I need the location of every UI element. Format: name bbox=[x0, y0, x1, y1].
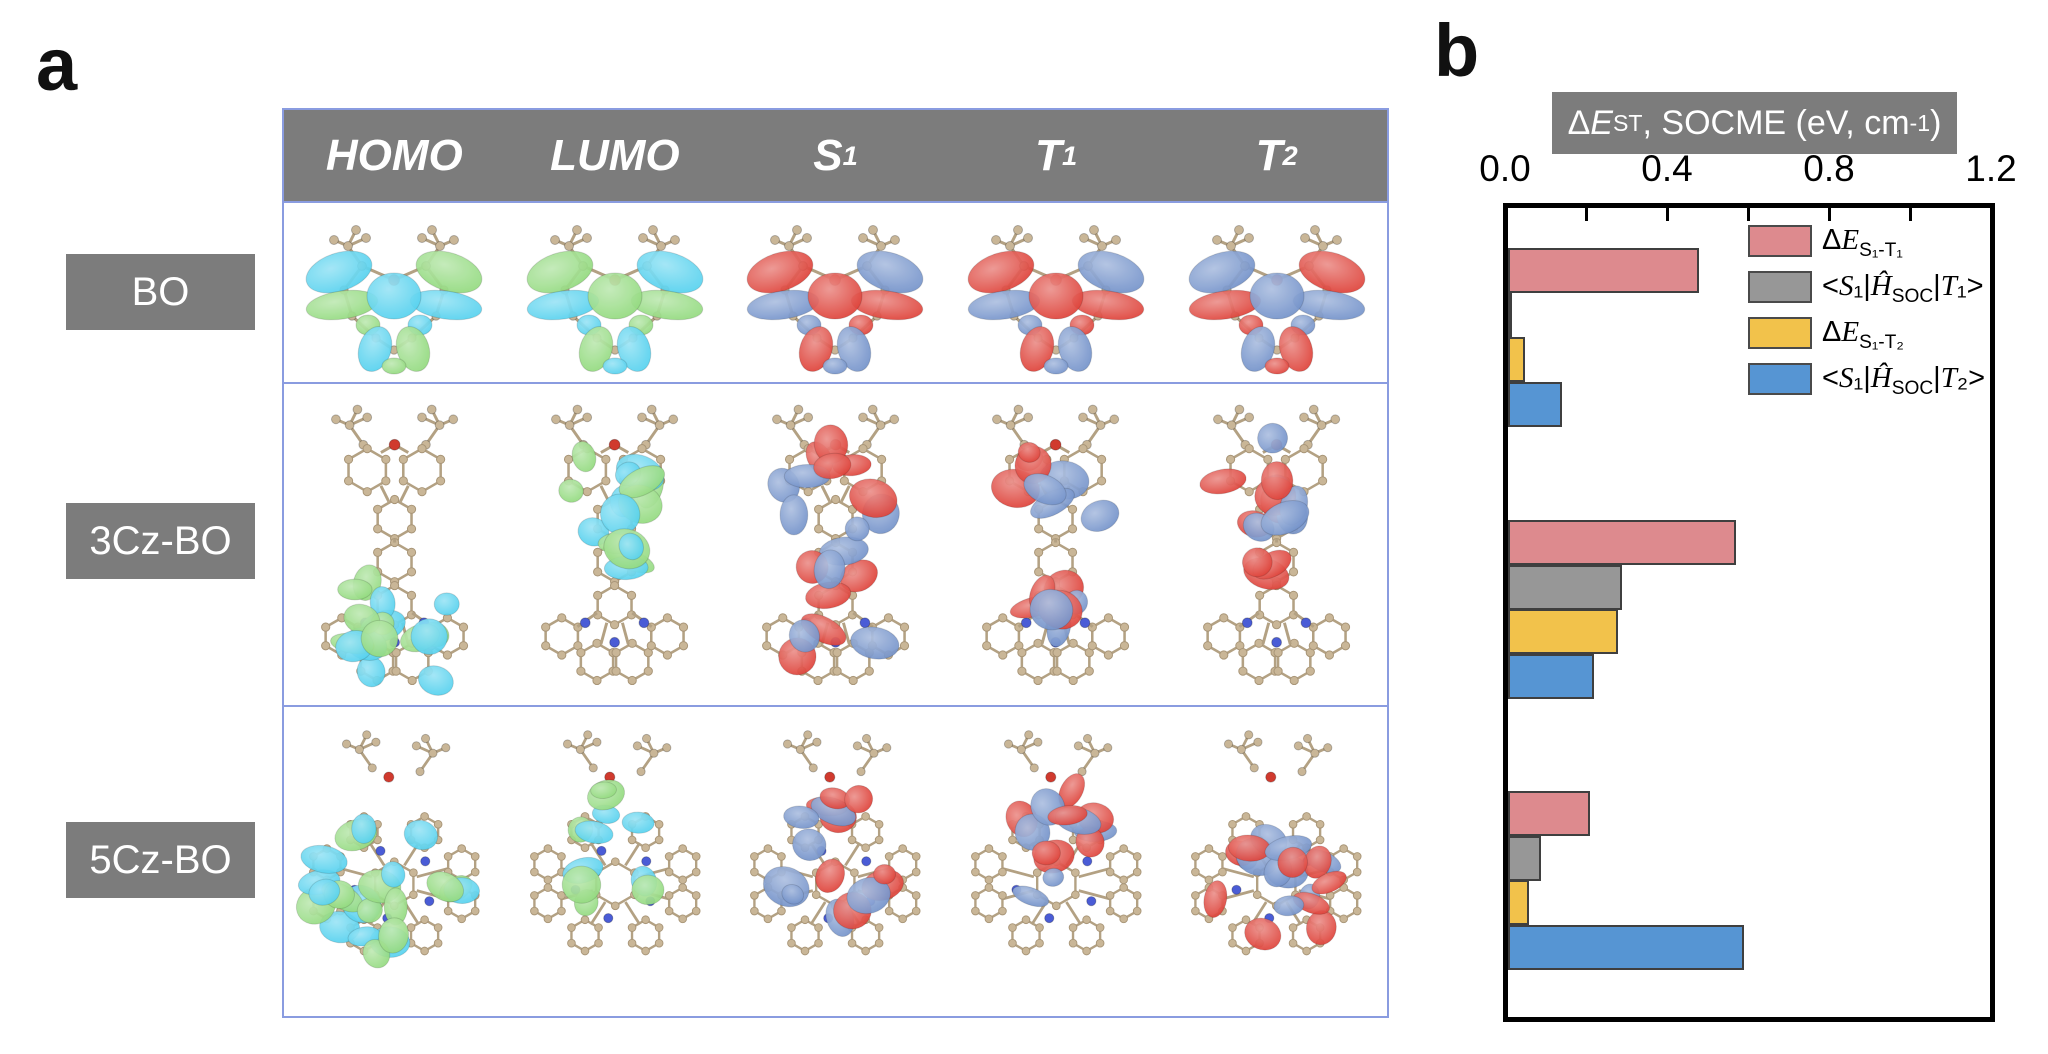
x-axis-tick bbox=[1827, 208, 1831, 221]
5Cz-BO-LUMO-isosurface bbox=[529, 730, 701, 956]
x-tick-label-0.0: 0.0 bbox=[1479, 148, 1531, 189]
orbital-table-header: HOMO LUMO S 1 T 1 T 2 bbox=[284, 110, 1387, 201]
bar-5Cz-BO-series3 bbox=[1508, 880, 1530, 925]
orbital-cell-3Cz-BO-LUMO-isosurface bbox=[505, 384, 726, 705]
bar-5Cz-BO-series4 bbox=[1508, 924, 1744, 970]
orbital-cell-5Cz-BO-T2-isosurface bbox=[1166, 707, 1387, 1020]
bar-BO-series1 bbox=[1508, 248, 1700, 293]
BO-LUMO-isosurface bbox=[526, 224, 704, 374]
BO-T2-isosurface bbox=[1188, 224, 1366, 374]
orbital-cell-5Cz-BO-S1-isosurface bbox=[725, 707, 946, 1020]
BO-HOMO-isosurface bbox=[305, 224, 483, 374]
legend-swatch-series4 bbox=[1748, 363, 1812, 395]
orbital-cell-BO-T1-isosurface bbox=[946, 203, 1167, 382]
table-row-3Cz-BO bbox=[284, 382, 1387, 705]
orbital-cell-BO-T2-isosurface bbox=[1166, 203, 1387, 382]
legend-label-series2: <S₁|ĤSOC|T₁> bbox=[1822, 270, 1984, 307]
orbital-cell-5Cz-BO-HOMO-isosurface bbox=[284, 707, 505, 1020]
3Cz-BO-LUMO-isosurface bbox=[541, 404, 689, 686]
legend-swatch-series2 bbox=[1748, 271, 1812, 303]
x-axis-tick bbox=[1746, 208, 1750, 221]
legend-label-series3: ΔES₁-T₂ bbox=[1822, 316, 1904, 353]
table-row-BO bbox=[284, 201, 1387, 382]
orbital-cell-5Cz-BO-LUMO-isosurface bbox=[505, 707, 726, 1020]
row-label-BO: BO bbox=[66, 254, 255, 330]
bar-5Cz-BO-series1 bbox=[1508, 791, 1591, 836]
3Cz-BO-T1-isosurface bbox=[982, 404, 1130, 686]
3Cz-BO-T2-isosurface bbox=[1199, 404, 1351, 686]
3Cz-BO-HOMO-isosurface bbox=[320, 404, 468, 696]
orbital-cell-3Cz-BO-HOMO-isosurface bbox=[284, 384, 505, 705]
row-label-5Cz-BO: 5Cz-BO bbox=[66, 822, 255, 898]
column-header-lumo: LUMO bbox=[550, 130, 680, 180]
panel-a-label: a bbox=[36, 23, 78, 106]
BO-S1-isosurface bbox=[747, 224, 924, 374]
orbital-cell-BO-LUMO-isosurface bbox=[505, 203, 726, 382]
table-row-5Cz-BO bbox=[284, 705, 1387, 1020]
bar-3Cz-BO-series3 bbox=[1508, 609, 1619, 654]
bar-3Cz-BO-series4 bbox=[1508, 653, 1595, 699]
x-axis-tick bbox=[1908, 208, 1912, 221]
x-axis-tick bbox=[1584, 208, 1588, 221]
5Cz-BO-S1-isosurface bbox=[750, 730, 921, 956]
legend-label-series1: ΔES₁-T₁ bbox=[1822, 224, 1903, 261]
orbital-cell-BO-S1-isosurface bbox=[725, 203, 946, 382]
legend-swatch-series3 bbox=[1748, 317, 1812, 349]
x-tick-label-0.4: 0.4 bbox=[1641, 148, 1693, 189]
legend-label-series4: <S₁|ĤSOC|T₂> bbox=[1822, 362, 1986, 399]
5Cz-BO-T1-isosurface bbox=[970, 730, 1142, 956]
orbital-cell-3Cz-BO-T2-isosurface bbox=[1166, 384, 1387, 705]
orbital-cell-3Cz-BO-T1-isosurface bbox=[946, 384, 1167, 705]
x-tick-label-0.8: 0.8 bbox=[1803, 148, 1855, 189]
orbital-cell-3Cz-BO-S1-isosurface bbox=[725, 384, 946, 705]
bar-3Cz-BO-series1 bbox=[1508, 520, 1736, 565]
5Cz-BO-T2-isosurface bbox=[1191, 730, 1362, 956]
x-axis-tick bbox=[1665, 208, 1669, 221]
plot-area: ΔES₁-T₁ <S₁|ĤSOC|T₁> ΔES₁-T₂ <S₁|ĤSOC|T₂> bbox=[1503, 203, 1995, 1022]
orbital-cell-5Cz-BO-T1-isosurface bbox=[946, 707, 1167, 1020]
orbital-cell-BO-HOMO-isosurface bbox=[284, 203, 505, 382]
column-header-homo: HOMO bbox=[325, 130, 463, 180]
bar-BO-series2 bbox=[1508, 292, 1512, 338]
3Cz-BO-S1-isosurface bbox=[761, 404, 909, 686]
BO-T1-isosurface bbox=[967, 224, 1145, 374]
panel-b-label: b bbox=[1434, 9, 1480, 92]
legend-swatch-series1 bbox=[1748, 225, 1812, 257]
5Cz-BO-HOMO-isosurface bbox=[295, 730, 480, 969]
x-tick-label-1.2: 1.2 bbox=[1965, 148, 2017, 189]
bar-3Cz-BO-series2 bbox=[1508, 564, 1623, 610]
orbital-table: HOMO LUMO S 1 T 1 T 2 bbox=[282, 108, 1389, 1018]
chart-title: Δ E ST, SOCME (eV, cm -1) bbox=[1552, 92, 1957, 154]
row-label-3Cz-BO: 3Cz-BO bbox=[66, 503, 255, 579]
bar-BO-series3 bbox=[1508, 337, 1526, 382]
bar-5Cz-BO-series2 bbox=[1508, 835, 1542, 881]
bar-BO-series4 bbox=[1508, 381, 1562, 427]
